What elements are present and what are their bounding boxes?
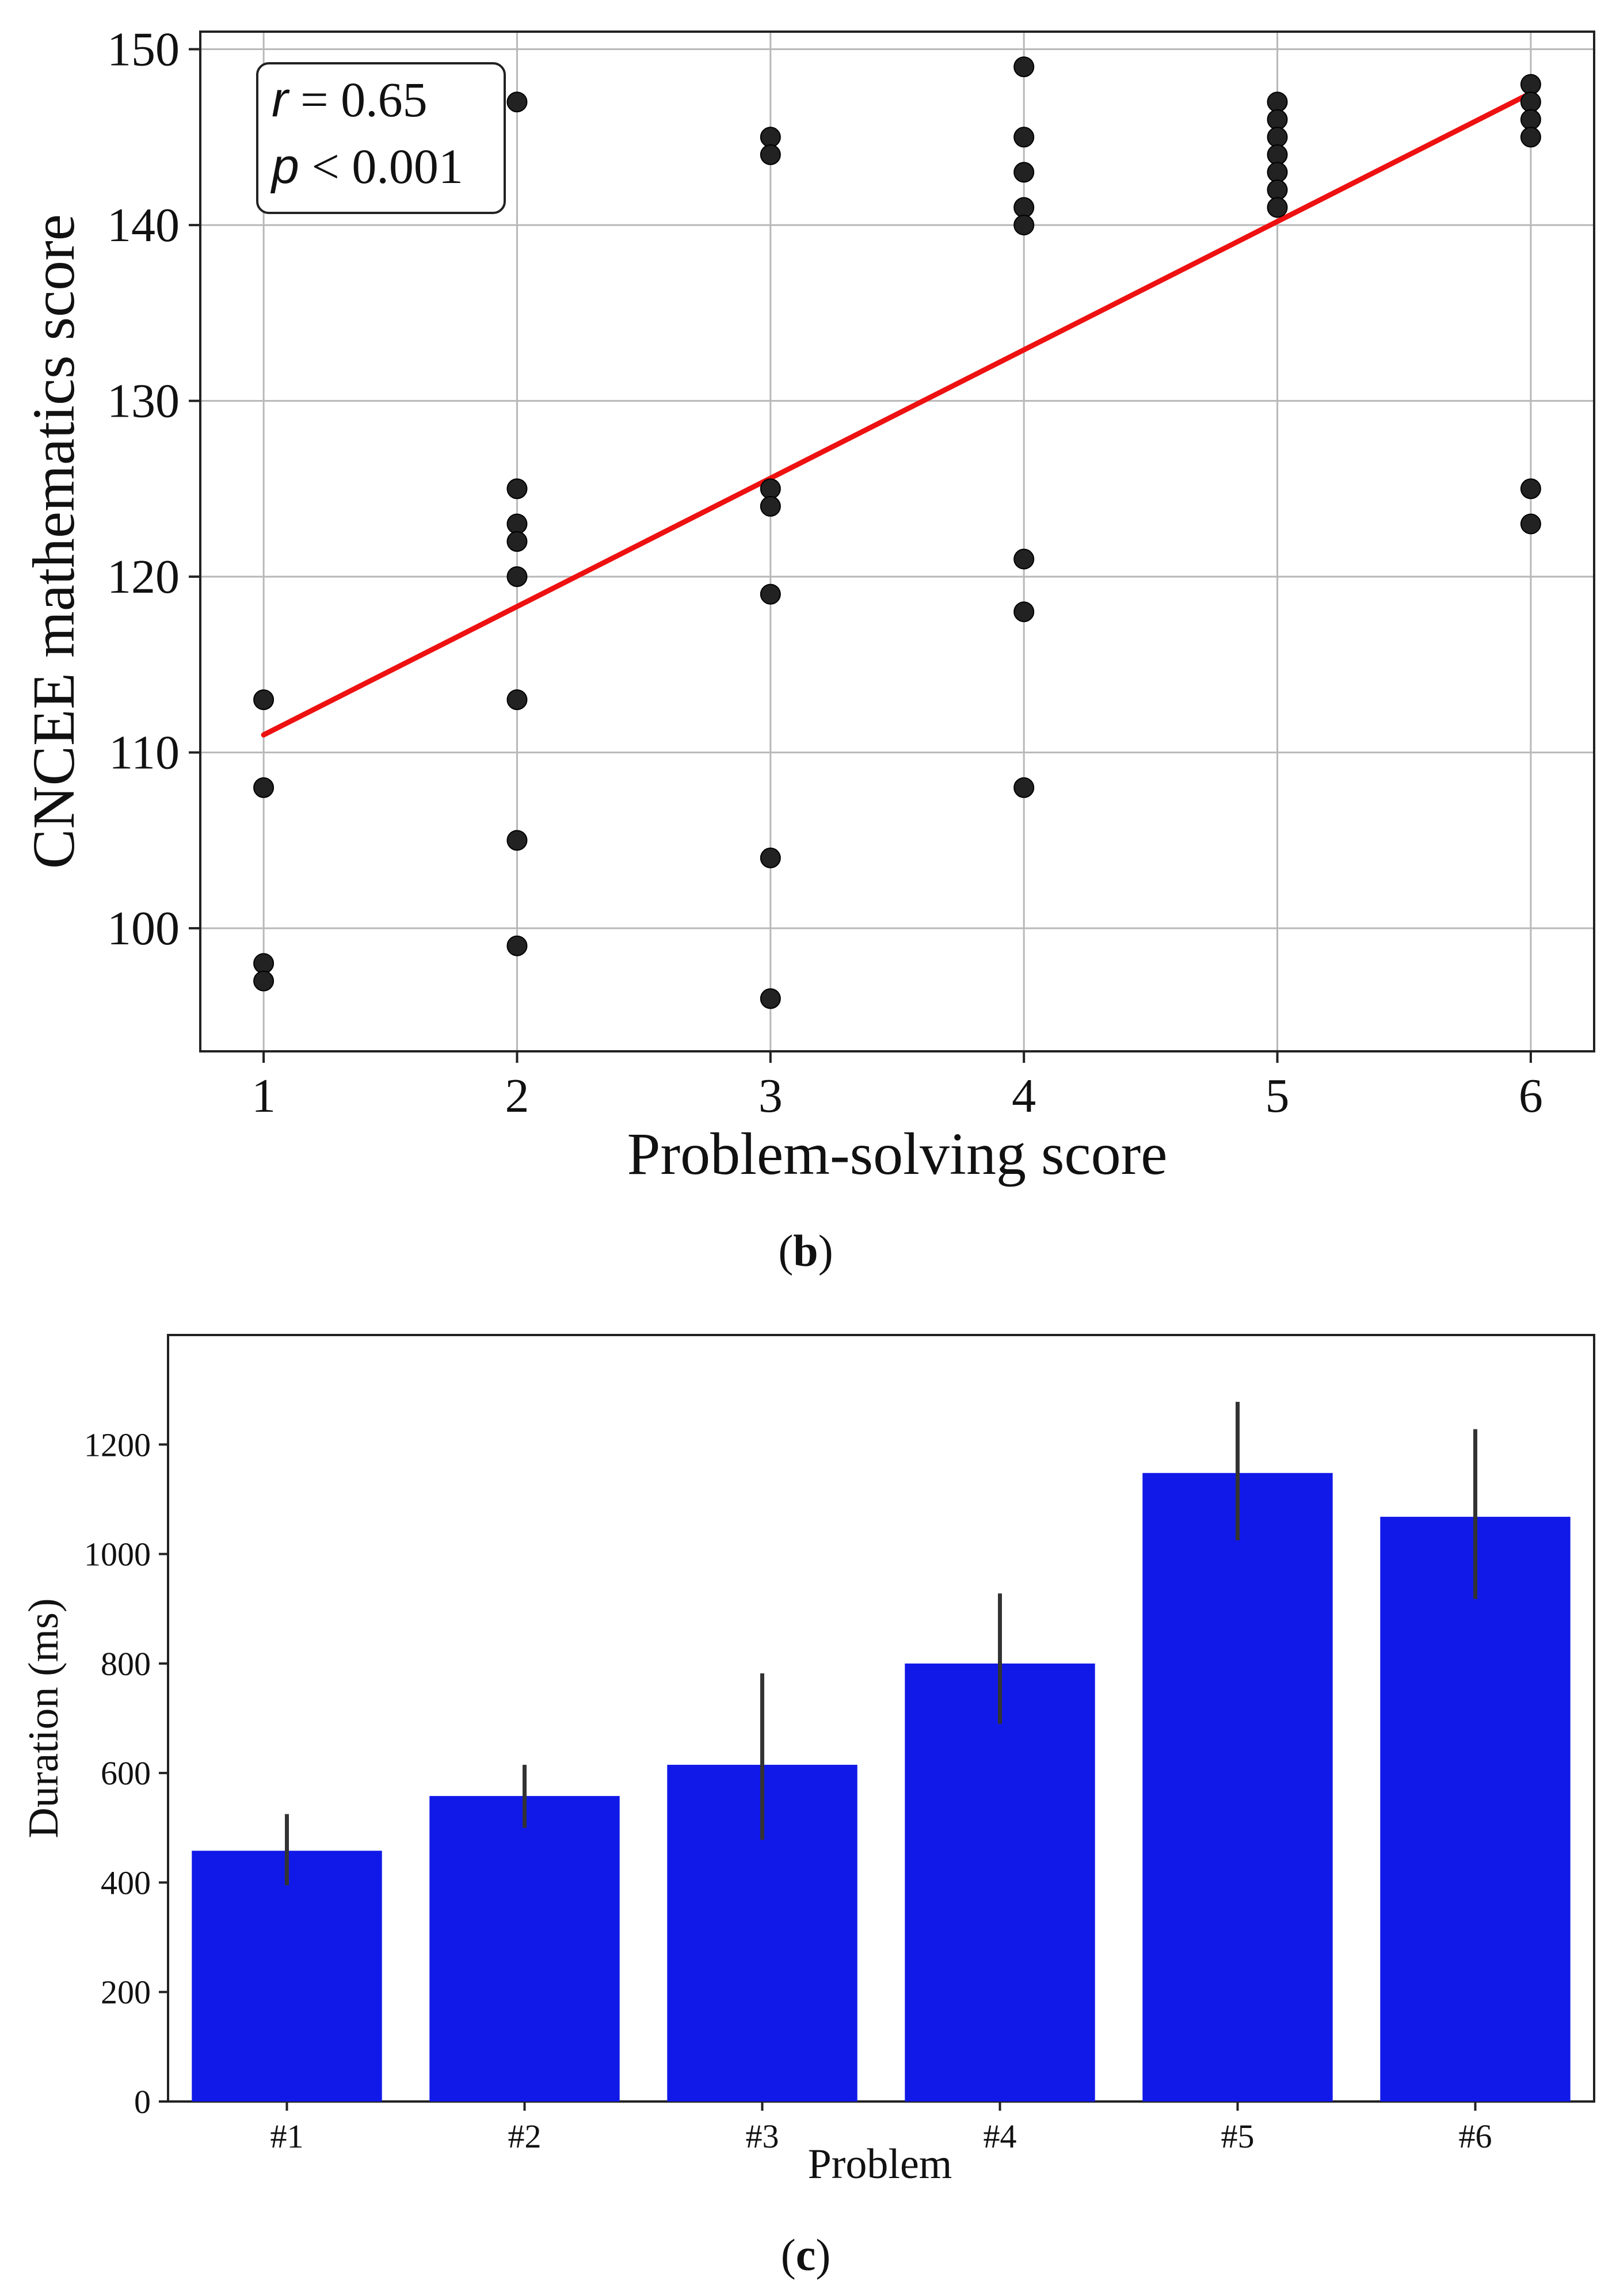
svg-text:p < 0.001: p < 0.001 [270,139,463,194]
bar-y-tick-label: 800 [101,1645,151,1683]
r-symbol: r [272,72,290,127]
scatter-point [253,777,275,798]
scatter-point [760,847,781,868]
scatter-regression-line [261,90,1534,738]
p-symbol: p [270,139,299,194]
scatter-point [760,127,781,148]
scatter-y-axis-label: CNCEE mathematics score [21,214,87,869]
scatter-point [506,830,528,851]
bar-y-tick-label: 0 [134,2083,151,2120]
panel-label-c-letter: c [796,2230,816,2280]
bar-plot-frame [167,1334,1595,2103]
scatter-point [506,478,528,499]
panel-label-b-letter: b [793,1226,818,1276]
scatter-point [253,970,275,991]
scatter-point [506,689,528,710]
bar-y-axis-label: Duration (ms) [20,1598,67,1838]
scatter-point [1267,91,1288,113]
scatter-point [506,566,528,588]
bar-x-tick-label: #2 [508,2118,542,2155]
scatter-point [1013,601,1035,623]
scatter-point [760,988,781,1009]
scatter-point [506,513,528,535]
bar-x-tick-label: #5 [1221,2118,1255,2155]
scatter-point [1267,197,1288,218]
scatter-gridlines [200,32,1594,1051]
scatter-point [760,583,781,605]
scatter-x-tick-label: 3 [759,1069,783,1123]
correlation-annotation: r = 0.65 p < 0.001 [256,62,506,214]
bar [1380,1516,1571,2102]
bar-x-tick-label: #4 [984,2118,1017,2155]
scatter-point [1520,74,1541,95]
bar-x-tick-label: #6 [1459,2118,1492,2155]
p-value-text: < 0.001 [299,139,463,194]
scatter-point [1267,162,1288,183]
scatter-y-tick-label: 140 [107,199,180,252]
bar [192,1851,382,2102]
panel-label-c: (c) [781,2230,831,2280]
scatter-point [1013,56,1035,78]
bar [905,1663,1095,2102]
scatter-x-axis-label: Problem-solving score [627,1121,1168,1187]
scatter-x-tick-label: 4 [1012,1069,1036,1123]
bar-y-tick-label: 200 [101,1974,151,2011]
scatter-points [253,56,1541,1009]
svg-text:r = 0.65: r = 0.65 [272,72,428,127]
scatter-point [760,495,781,517]
scatter-point [760,478,781,499]
bar-x-axis-label: Problem [808,2141,952,2188]
bar-ticks: 0 200 400 600 800 1000 1200 #1 #2 #3 #4 #5 #6 [84,1426,1492,2155]
scatter-y-tick-label: 100 [107,902,180,955]
bar-y-tick-label: 600 [101,1755,151,1792]
scatter-point [506,935,528,956]
scatter-point [1520,127,1541,148]
scatter-point [1013,162,1035,183]
bar-chart: 0 200 400 600 800 1000 1200 #1 #2 #3 #4 #5 #6 Proble… [20,1334,1595,2280]
scatter-point [253,689,275,710]
bar-y-tick-label: 1000 [84,1536,151,1573]
scatter-point [1267,127,1288,148]
scatter-point [760,144,781,165]
scatter-point [1013,127,1035,148]
scatter-y-tick-label: 110 [109,726,180,780]
scatter-point [506,531,528,552]
scatter-point [506,91,528,113]
scatter-point [1267,179,1288,200]
bar-y-tick-label: 1200 [84,1426,151,1463]
scatter-point [1267,109,1288,130]
bar-y-tick-label: 400 [101,1864,151,1901]
bar-error-bars [285,1402,1477,1886]
scatter-point [1520,513,1541,535]
scatter-regression-line-group [261,90,1534,738]
r-value-text: = 0.65 [288,72,428,127]
scatter-ticks: 1 2 3 4 5 6 100 110 120 130 140 150 [107,23,1543,1123]
scatter-point [1013,777,1035,798]
scatter-y-tick-label: 120 [107,550,180,604]
scatter-x-tick-label: 6 [1519,1069,1543,1123]
annotation-box [256,62,506,214]
bar-x-tick-label: #1 [270,2118,304,2155]
scatter-x-tick-label: 2 [505,1069,529,1123]
bar [429,1796,620,2102]
bar-x-tick-label: #3 [746,2118,779,2155]
scatter-point [1267,144,1288,165]
scatter-point [1520,91,1541,113]
scatter-point [1013,215,1035,236]
bar-series [192,1473,1571,2102]
panel-label-b: (b) [778,1226,833,1276]
scatter-plot-frame [199,30,1595,1052]
scatter-point [1013,197,1035,218]
scatter-x-tick-label: 1 [251,1069,276,1123]
scatter-point [253,953,275,974]
scatter-x-tick-label: 5 [1266,1069,1290,1123]
scatter-y-tick-label: 130 [107,375,180,428]
scatter-point [1013,548,1035,570]
scatter-point [1520,478,1541,499]
scatter-y-tick-label: 150 [107,23,180,77]
scatter-point [1520,109,1541,130]
scatter-chart: 1 2 3 4 5 6 100 110 120 130 140 150 r = 0.65 p < 0.… [21,23,1595,1276]
bar [1142,1473,1333,2102]
